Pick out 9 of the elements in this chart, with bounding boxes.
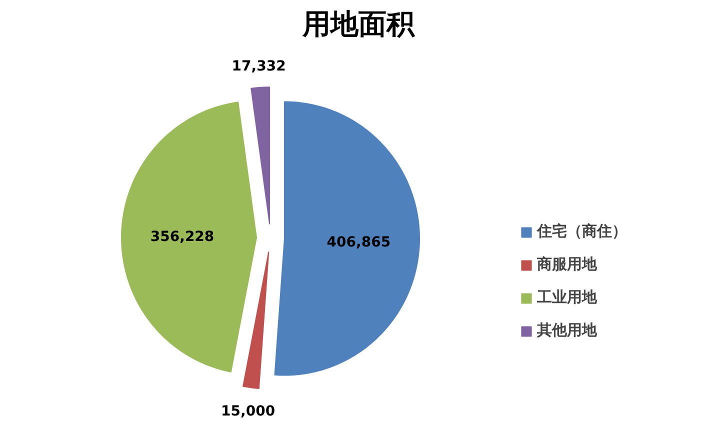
legend-label: 工业用地 — [537, 288, 597, 307]
chart-title: 用地面积 — [302, 8, 416, 40]
legend-label: 住宅（商住） — [537, 222, 627, 241]
legend-label: 商服用地 — [537, 255, 597, 274]
legend-label: 其他用地 — [537, 321, 597, 340]
data-label: 356,228 — [150, 229, 214, 246]
data-label: 406,865 — [326, 234, 391, 251]
data-label: 17,332 — [232, 58, 286, 75]
data-label: 15,000 — [221, 403, 276, 420]
